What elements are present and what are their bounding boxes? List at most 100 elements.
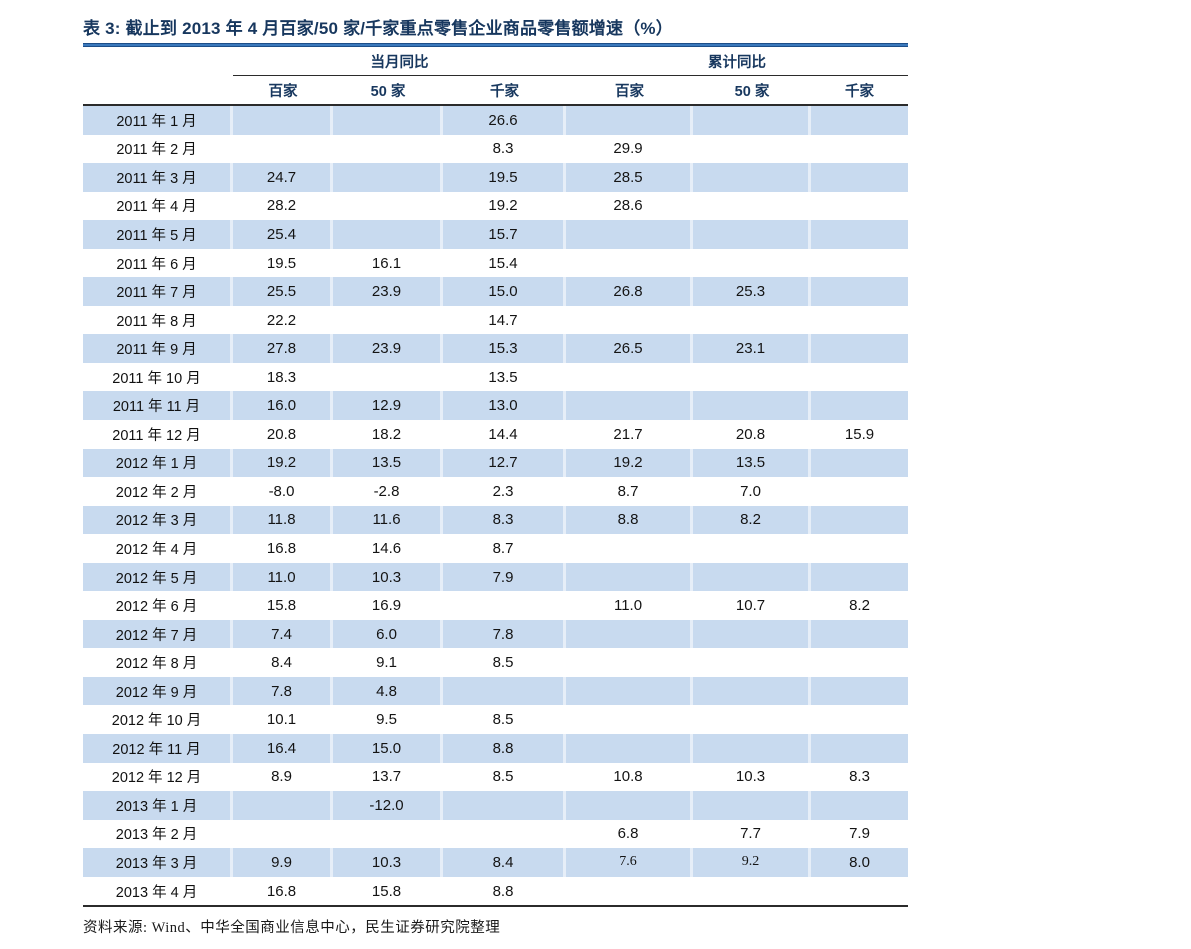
table-row: 2012 年 6 月 15.8 16.9 11.0 10.7 8.2 bbox=[83, 591, 908, 620]
value-cell: 16.9 bbox=[333, 591, 443, 620]
value-cell: 16.4 bbox=[233, 734, 333, 763]
row-month-label: 2011 年 8 月 bbox=[83, 305, 233, 335]
value-cell: 7.6 bbox=[566, 848, 694, 877]
value-cell: 9.2 bbox=[693, 848, 812, 877]
value-cell bbox=[233, 819, 333, 849]
value-cell: 10.3 bbox=[333, 848, 443, 877]
table-row: 2012 年 10 月 10.1 9.5 8.5 bbox=[83, 705, 908, 735]
value-cell bbox=[811, 391, 909, 421]
value-cell: 7.9 bbox=[443, 562, 567, 592]
value-cell bbox=[566, 248, 694, 278]
value-cell bbox=[566, 391, 694, 421]
row-month-label: 2011 年 10 月 bbox=[83, 362, 233, 392]
value-cell: 11.0 bbox=[566, 591, 694, 620]
value-cell bbox=[693, 362, 812, 392]
row-month-label: 2012 年 1 月 bbox=[83, 448, 233, 478]
value-cell bbox=[333, 819, 443, 849]
value-cell bbox=[811, 363, 908, 392]
table-row: 2012 年 4 月 16.8 14.6 8.7 bbox=[83, 534, 908, 563]
value-cell: 14.6 bbox=[333, 534, 443, 563]
value-cell bbox=[333, 191, 443, 221]
value-cell: 8.5 bbox=[443, 762, 567, 792]
table-row: 2012 年 9 月 7.8 4.8 bbox=[83, 676, 909, 706]
value-cell: 20.8 bbox=[693, 420, 812, 449]
value-cell bbox=[566, 362, 694, 392]
table-row: 2012 年 1 月 19.2 13.5 12.7 19.2 13.5 bbox=[83, 448, 909, 478]
value-cell bbox=[811, 220, 909, 249]
value-cell: 25.5 bbox=[233, 277, 333, 306]
value-cell: 26.5 bbox=[566, 334, 694, 363]
value-cell: 19.2 bbox=[566, 448, 694, 478]
value-cell bbox=[333, 106, 443, 135]
value-cell: 8.8 bbox=[566, 505, 694, 535]
value-cell: 24.7 bbox=[233, 163, 333, 192]
value-cell bbox=[333, 362, 443, 392]
row-month-label: 2012 年 7 月 bbox=[83, 619, 233, 649]
row-month-label: 2012 年 2 月 bbox=[83, 477, 233, 506]
table-row: 2012 年 5 月 11.0 10.3 7.9 bbox=[83, 562, 909, 592]
row-month-label: 2012 年 8 月 bbox=[83, 648, 233, 677]
table-row: 2012 年 2 月 -8.0 -2.8 2.3 8.7 7.0 bbox=[83, 477, 908, 506]
value-cell bbox=[811, 562, 909, 592]
table-title: 表 3: 截止到 2013 年 4 月百家/50 家/千家重点零售企业商品零售额… bbox=[83, 19, 673, 38]
value-cell: 16.0 bbox=[233, 391, 333, 421]
value-cell bbox=[693, 562, 812, 592]
row-month-label: 2013 年 1 月 bbox=[83, 791, 233, 820]
table-row: 2011 年 11 月 16.0 12.9 13.0 bbox=[83, 391, 909, 421]
value-cell bbox=[811, 791, 909, 820]
value-cell bbox=[811, 734, 909, 763]
table-row: 2011 年 9 月 27.8 23.9 15.3 26.5 23.1 bbox=[83, 334, 909, 363]
value-cell: -2.8 bbox=[333, 477, 443, 506]
table-row: 2011 年 6 月 19.5 16.1 15.4 bbox=[83, 248, 908, 278]
row-month-label: 2012 年 12 月 bbox=[83, 762, 233, 792]
row-month-label: 2012 年 6 月 bbox=[83, 591, 233, 620]
value-cell: 14.7 bbox=[443, 305, 567, 335]
sub-header-spacer bbox=[83, 76, 233, 106]
row-month-label: 2011 年 3 月 bbox=[83, 163, 233, 192]
value-cell: 19.5 bbox=[443, 163, 567, 192]
row-month-label: 2013 年 2 月 bbox=[83, 819, 233, 849]
value-cell: 8.2 bbox=[693, 505, 812, 535]
value-cell: 15.8 bbox=[333, 876, 443, 906]
value-cell: 7.8 bbox=[443, 619, 567, 649]
data-table: 当月同比 累计同比 百家 50 家 千家 百家 50 家 千家 2011 年 1… bbox=[83, 47, 909, 906]
table-bottom-rule bbox=[83, 905, 908, 908]
value-cell bbox=[693, 134, 812, 164]
value-cell: 9.1 bbox=[333, 648, 443, 677]
table-row: 2012 年 8 月 8.4 9.1 8.5 bbox=[83, 648, 908, 677]
value-cell bbox=[811, 249, 908, 278]
value-cell bbox=[233, 106, 333, 135]
value-cell bbox=[811, 192, 908, 221]
sub-header-top50-cum: 50 家 bbox=[693, 76, 812, 106]
value-cell bbox=[693, 619, 812, 649]
value-cell bbox=[693, 220, 812, 249]
value-cell bbox=[811, 277, 909, 306]
value-cell bbox=[811, 334, 909, 363]
sub-header-row: 百家 50 家 千家 百家 50 家 千家 bbox=[83, 76, 909, 106]
value-cell: 10.3 bbox=[333, 562, 443, 592]
value-cell bbox=[443, 791, 567, 820]
value-cell: 19.2 bbox=[233, 448, 333, 478]
value-cell bbox=[566, 534, 694, 563]
value-cell: 8.3 bbox=[443, 505, 567, 535]
group-header-cumulative: 累计同比 bbox=[566, 47, 909, 76]
value-cell bbox=[566, 305, 694, 335]
value-cell: 26.8 bbox=[566, 277, 694, 306]
value-cell: 11.8 bbox=[233, 505, 333, 535]
value-cell: 15.4 bbox=[443, 248, 567, 278]
table-row: 2011 年 1 月 26.6 bbox=[83, 106, 909, 135]
value-cell bbox=[693, 705, 812, 735]
row-month-label: 2013 年 4 月 bbox=[83, 876, 233, 906]
row-month-label: 2011 年 1 月 bbox=[83, 106, 233, 135]
value-cell: 2.3 bbox=[443, 477, 567, 506]
value-cell: 8.3 bbox=[849, 768, 870, 786]
value-cell bbox=[693, 534, 812, 563]
value-cell bbox=[693, 876, 812, 906]
value-cell bbox=[811, 619, 909, 649]
value-cell bbox=[443, 819, 567, 849]
value-cell: 16.8 bbox=[233, 534, 333, 563]
value-cell: 13.0 bbox=[443, 391, 567, 421]
value-cell bbox=[233, 791, 333, 820]
value-cell: 28.5 bbox=[566, 163, 694, 192]
